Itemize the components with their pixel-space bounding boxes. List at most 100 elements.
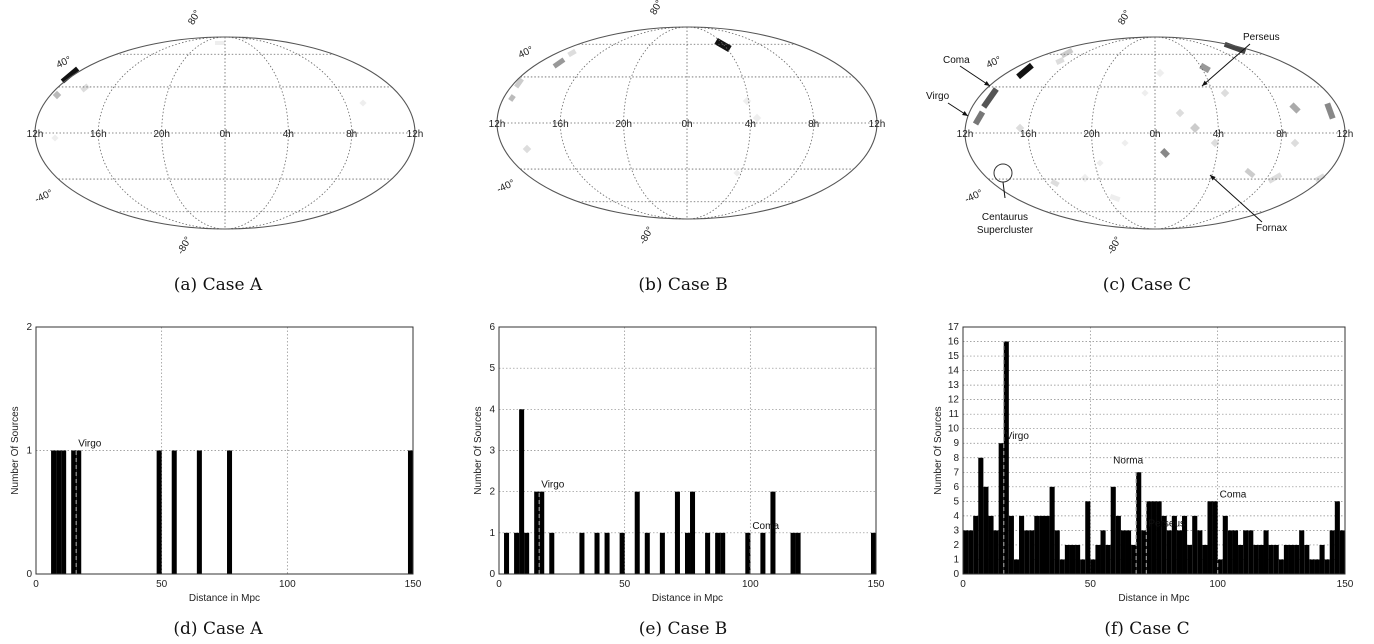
ra-label: 0h (1149, 129, 1160, 140)
marker-label: Coma (752, 521, 779, 532)
bar (1248, 530, 1254, 574)
dec-label: 80° (186, 8, 203, 27)
y-tick-label: 8 (953, 453, 959, 464)
dec-label: -80° (637, 225, 656, 246)
bar (1003, 341, 1009, 574)
bar (1268, 544, 1274, 574)
map-outline (496, 26, 878, 220)
sky-source-cell (733, 169, 741, 177)
y-tick-label: 4 (489, 404, 495, 415)
sky-source-cell (567, 48, 577, 58)
bar (790, 532, 796, 574)
marker-label: Virgo (1006, 431, 1030, 442)
ra-label: 20h (615, 119, 632, 130)
dec-label: 80° (1116, 8, 1133, 27)
arrow-head (984, 80, 990, 86)
marker-label: Virgo (78, 439, 102, 450)
sky-source-cell (80, 83, 90, 93)
ra-label: 16h (1020, 129, 1037, 140)
map-outline (34, 36, 416, 230)
bar (1339, 530, 1345, 574)
y-tick-label: 3 (489, 446, 495, 457)
bar (1283, 544, 1289, 574)
y-tick-label: 6 (953, 482, 959, 493)
bar (1273, 544, 1279, 574)
bar (579, 532, 585, 574)
bar (76, 450, 82, 574)
x-axis-label: Distance in Mpc (1118, 593, 1189, 604)
dec-label: 40° (55, 55, 73, 71)
y-tick-label: 6 (489, 322, 495, 333)
bar (760, 532, 766, 574)
sky-source-cell (1016, 62, 1034, 80)
bar (1125, 530, 1132, 574)
x-tick-label: 150 (868, 579, 885, 590)
y-tick-label: 10 (948, 424, 960, 435)
ra-label: 16h (90, 129, 107, 140)
marker-label: Virgo (541, 480, 565, 491)
arrow-line (1209, 174, 1263, 223)
bar (963, 530, 969, 574)
sky-source-cell (1055, 57, 1065, 65)
histogram-e: Virgo Coma 0 50 100 150 0 1 2 3 4 5 6 Distance in Mpc… (473, 322, 885, 604)
sky-source-cell (714, 37, 732, 53)
bar (1171, 515, 1177, 574)
histogram-d: Virgo 0 50 100 150 0 1 2 Distance in Mpc Number O… (10, 322, 422, 604)
bar (690, 491, 696, 574)
bar (745, 532, 751, 574)
bar (870, 532, 876, 574)
bar (1141, 530, 1147, 574)
bar (1314, 559, 1320, 574)
plot-frame (962, 326, 1346, 575)
cluster-label: Supercluster (977, 225, 1034, 236)
ra-label: 20h (153, 129, 170, 140)
skymap-c: 12h 16h 20h 0h 4h 8h 12h 80° 40° -40° -80° (957, 8, 1354, 256)
y-tick-label: 2 (953, 540, 959, 551)
bar (993, 530, 999, 574)
sky-source-cell (1160, 148, 1170, 158)
bar (1085, 501, 1091, 574)
x-tick-label: 0 (33, 579, 39, 590)
sky-source-cell (1267, 172, 1283, 184)
bar (594, 532, 600, 574)
y-tick-label: 17 (948, 322, 960, 333)
dec-label: 80° (648, 0, 665, 17)
bar (227, 450, 233, 574)
y-tick-label: 5 (953, 496, 959, 507)
meridian (686, 26, 814, 220)
bar (1197, 530, 1203, 574)
bar (1161, 515, 1167, 574)
arrow-head (962, 111, 968, 116)
y-tick-label: 1 (26, 446, 32, 457)
bar (1059, 559, 1065, 574)
subfigure-caption: (f) Case C (1104, 619, 1189, 639)
ra-label: 4h (283, 129, 294, 140)
y-tick-label: 2 (26, 322, 32, 333)
skymap-c-annotations: Coma Virgo Perseus Fornax Centaurus Superclus… (926, 32, 1287, 236)
bar (1202, 544, 1208, 574)
x-axis-label: Distance in Mpc (652, 593, 723, 604)
x-tick-label: 100 (279, 579, 296, 590)
bar (1212, 501, 1218, 574)
bar (1115, 515, 1121, 574)
sky-source-cell (1121, 139, 1129, 147)
bar (705, 532, 711, 574)
x-axis-label: Distance in Mpc (189, 593, 260, 604)
bar (1024, 530, 1030, 574)
bar (56, 450, 62, 574)
bar (1187, 544, 1193, 574)
subfigure-caption: (a) Case A (174, 275, 263, 295)
sky-source-cell (1199, 62, 1211, 74)
sky-source-cell (522, 144, 532, 154)
cluster-label: Virgo (926, 91, 950, 102)
x-tick-label: 50 (156, 579, 168, 590)
cluster-label: Perseus (1243, 32, 1280, 43)
ra-label: 12h (1337, 129, 1354, 140)
bar (1278, 559, 1284, 574)
sky-source-cell (1324, 102, 1336, 120)
bar (1034, 515, 1040, 574)
sky-source-cell (1175, 108, 1185, 118)
ra-label: 12h (869, 119, 886, 130)
subfigure-caption: (b) Case B (638, 275, 727, 295)
subfigure-caption: (d) Case A (173, 619, 263, 639)
